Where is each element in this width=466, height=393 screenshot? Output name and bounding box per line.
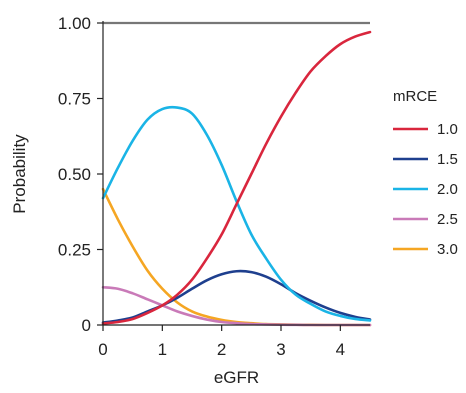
x-tick-label: 0	[98, 340, 107, 359]
legend-title: mRCE	[393, 88, 437, 105]
legend: mRCE 1.0 1.5 2.0 2.5 3.0	[393, 88, 458, 258]
x-tick-label: 4	[336, 340, 345, 359]
legend-label: 1.0	[437, 121, 458, 138]
series-line-1-0	[101, 30, 372, 325]
x-axis-title: eGFR	[214, 368, 259, 387]
y-tick-label: 0.75	[58, 90, 91, 109]
legend-label: 2.0	[437, 181, 458, 198]
legend-label: 2.5	[437, 211, 458, 228]
plot-area	[101, 21, 372, 327]
y-tick-label: 0	[82, 316, 91, 335]
tick-labels: 0 0.25 0.50 0.75 1.00 0 1 2 3 4	[58, 14, 345, 359]
x-tick-label: 1	[158, 340, 167, 359]
y-tick-label: 0.50	[58, 165, 91, 184]
y-tick-label: 1.00	[58, 14, 91, 33]
series-line-1-5	[101, 269, 372, 324]
y-tick-label: 0.25	[58, 241, 91, 260]
series-line-2-5	[101, 285, 372, 327]
legend-label: 3.0	[437, 241, 458, 258]
series-line-3-0	[101, 187, 372, 327]
axes	[97, 21, 370, 331]
x-tick-label: 3	[276, 340, 285, 359]
legend-label: 1.5	[437, 151, 458, 168]
y-axis-title: Probability	[10, 134, 29, 214]
x-tick-label: 2	[217, 340, 226, 359]
series-line-2-0	[101, 105, 372, 322]
